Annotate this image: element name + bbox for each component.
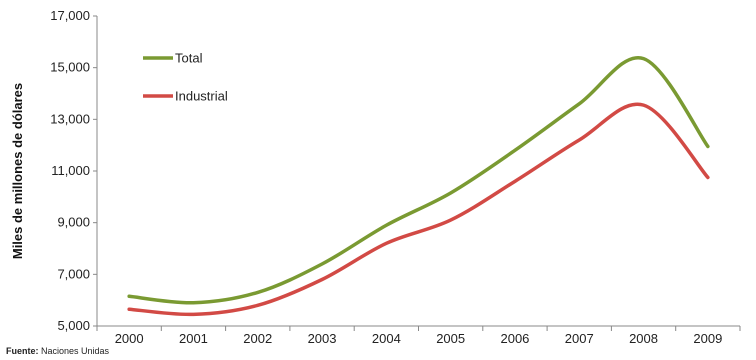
y-tick-label: 9,000 — [57, 215, 90, 230]
data-point-industrial — [578, 138, 581, 142]
x-tick-label: 2002 — [243, 331, 272, 346]
data-point-industrial — [449, 218, 452, 222]
y-tick-label: 17,000 — [50, 8, 90, 23]
data-point-industrial — [320, 278, 324, 281]
legend-label: Total — [175, 51, 203, 66]
data-point-industrial — [127, 308, 131, 311]
x-tick-label: 2008 — [629, 331, 658, 346]
y-axis-ticks: 5,000 7,000 9,000 11,000 13,000 15,000 17,000 — [50, 8, 97, 333]
x-tick-label: 2001 — [179, 331, 208, 346]
data-point-total — [385, 224, 388, 227]
legend-label: Industrial — [175, 89, 228, 104]
data-point-total — [578, 102, 581, 106]
series-line-total — [127, 56, 710, 305]
x-tick-label: 2004 — [372, 331, 401, 346]
data-point-industrial — [385, 242, 388, 245]
data-point-total — [127, 295, 131, 298]
series-lines — [127, 56, 710, 317]
source-text: Naciones Unidas — [41, 346, 110, 356]
y-axis-label: Miles de millones de dólares — [10, 83, 25, 259]
data-point-total — [320, 262, 324, 266]
data-point-industrial — [256, 304, 259, 307]
data-point-total — [513, 149, 517, 152]
series-line-industrial — [127, 102, 710, 317]
y-tick-label: 11,000 — [51, 163, 90, 178]
data-point-total — [192, 301, 195, 304]
x-tick-label: 2009 — [693, 331, 722, 346]
data-point-total — [449, 191, 452, 195]
x-tick-label: 2000 — [115, 331, 144, 346]
data-point-industrial — [513, 180, 517, 183]
x-tick-label: 2007 — [565, 331, 594, 346]
x-tick-label: 2003 — [308, 331, 337, 346]
data-point-total — [706, 145, 710, 148]
data-point-total — [256, 291, 259, 294]
x-axis-ticks: 2000 2001 2002 2003 2004 2005 2006 2007 2008 2009 — [96, 326, 741, 346]
source-label: Fuente: — [6, 346, 39, 356]
source-note: Fuente: Naciones Unidas — [6, 346, 109, 356]
data-point-total — [642, 57, 645, 60]
x-tick-label: 2006 — [500, 331, 529, 346]
x-tick-label: 2005 — [436, 331, 465, 346]
y-tick-label: 7,000 — [57, 266, 90, 281]
y-tick-label: 15,000 — [50, 60, 90, 75]
data-point-industrial — [642, 103, 645, 107]
y-tick-label: 5,000 — [57, 318, 90, 333]
legend: Total Industrial — [143, 51, 228, 104]
y-tick-label: 13,000 — [50, 111, 90, 126]
data-point-industrial — [192, 313, 195, 316]
data-point-industrial — [706, 176, 710, 179]
